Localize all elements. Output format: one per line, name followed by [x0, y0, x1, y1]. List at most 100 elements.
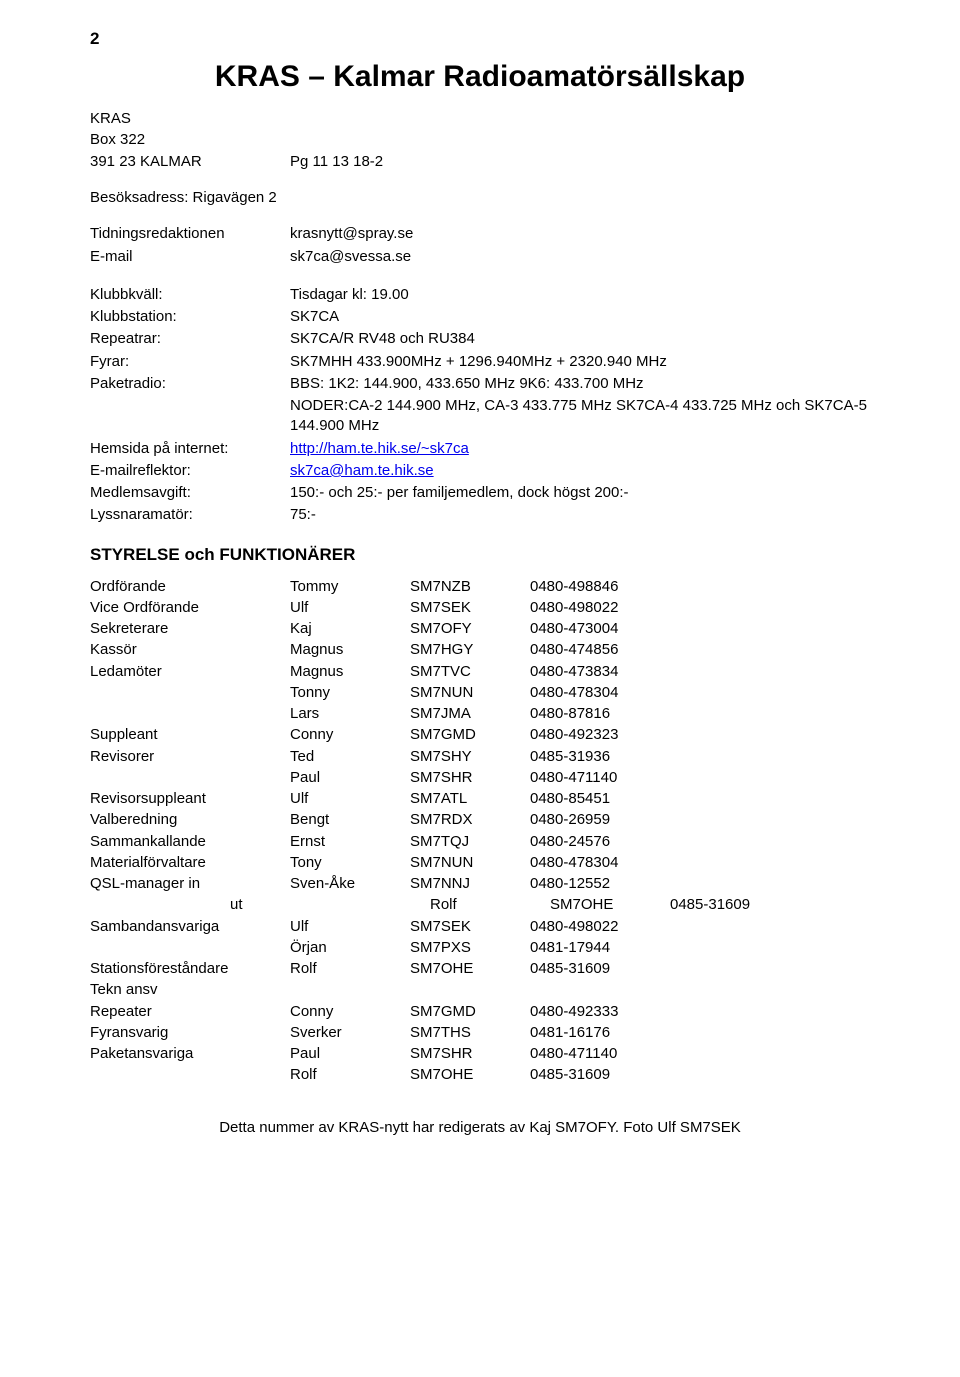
roster-phone: 0480-498846	[530, 577, 870, 597]
roster-name: Ted	[290, 747, 410, 767]
roster-name	[290, 980, 410, 1000]
roster-name: Sverker	[290, 1023, 410, 1043]
info-value: sk7ca@svessa.se	[290, 247, 870, 267]
info-value: SK7CA	[290, 307, 870, 327]
roster-call	[410, 980, 530, 1000]
roster-row: PaketansvarigaPaulSM7SHR0480-471140	[90, 1044, 870, 1064]
roster-call: SM7OFY	[410, 619, 530, 639]
hemsida-link[interactable]: http://ham.te.hik.se/~sk7ca	[290, 440, 469, 457]
roster-role: Revisorer	[90, 747, 290, 767]
roster-phone: 0480-471140	[530, 768, 870, 788]
roster-phone: 0480-474856	[530, 640, 870, 660]
roster-call: SM7OHE	[410, 1065, 530, 1085]
roster-call: SM7TVC	[410, 662, 530, 682]
roster-row: RolfSM7OHE0485-31609	[90, 1065, 870, 1085]
roster-row: QSL-manager inSven-ÅkeSM7NNJ0480-12552	[90, 874, 870, 894]
info-row: Fyrar:SK7MHH 433.900MHz + 1296.940MHz + …	[90, 352, 870, 372]
roster-name: Sven-Åke	[290, 874, 410, 894]
roster-role: Fyransvarig	[90, 1023, 290, 1043]
roster-row: FyransvarigSverkerSM7THS0481-16176	[90, 1023, 870, 1043]
roster-call: SM7ATL	[410, 789, 530, 809]
roster-call: SM7OHE	[410, 959, 530, 979]
roster-row: PaulSM7SHR0480-471140	[90, 768, 870, 788]
roster-call: SM7JMA	[410, 704, 530, 724]
roster-phone: 0485-31609	[530, 959, 870, 979]
contacts-block: Tidningsredaktionenkrasnytt@spray.se E-ma…	[90, 224, 870, 267]
info-label: Medlemsavgift:	[90, 483, 290, 503]
roster-name: Kaj	[290, 619, 410, 639]
info-value: SK7CA/R RV48 och RU384	[290, 329, 870, 349]
info-label: Tidningsredaktionen	[90, 224, 290, 244]
reflektor-label: E-mailreflektor:	[90, 461, 290, 481]
roster-phone: 0480-492323	[530, 725, 870, 745]
roster-name: Ulf	[290, 917, 410, 937]
roster-call: SM7GMD	[410, 725, 530, 745]
roster-row: SambandansvarigaUlfSM7SEK0480-498022	[90, 917, 870, 937]
roster-role: Revisorsuppleant	[90, 789, 290, 809]
document-page: 2 KRAS – Kalmar Radioamatörsällskap KRAS…	[0, 0, 960, 1377]
roster-name: Tony	[290, 853, 410, 873]
roster-row: SuppleantConnySM7GMD0480-492323	[90, 725, 870, 745]
roster-name: Ulf	[290, 598, 410, 618]
roster-name: Örjan	[290, 938, 410, 958]
roster-phone: 0480-26959	[530, 810, 870, 830]
roster-name: Rolf	[290, 1065, 410, 1085]
roster-call: SM7RDX	[410, 810, 530, 830]
info-row: Klubbstation:SK7CA	[90, 307, 870, 327]
roster-phone: 0480-85451	[530, 789, 870, 809]
roster-name: Ulf	[290, 789, 410, 809]
info-row: Klubbkväll:Tisdagar kl: 19.00	[90, 285, 870, 305]
roster-role: Sekreterare	[90, 619, 290, 639]
roster-row: StationsföreståndareRolfSM7OHE0485-31609	[90, 959, 870, 979]
roster-phone	[530, 980, 870, 1000]
info-row: Paketradio:BBS: 1K2: 144.900, 433.650 MH…	[90, 374, 870, 394]
visiting-address: Besöksadress: Rigavägen 2	[90, 188, 870, 208]
reflektor-link[interactable]: sk7ca@ham.te.hik.se	[290, 462, 434, 479]
info-value: 75:-	[290, 505, 870, 525]
info-row: E-mailsk7ca@svessa.se	[90, 247, 870, 267]
roster-call: SM7GMD	[410, 1002, 530, 1022]
roster-block-2: SambandansvarigaUlfSM7SEK0480-498022Örja…	[90, 917, 870, 1086]
roster-row: LedamöterMagnusSM7TVC0480-473834	[90, 662, 870, 682]
roster-call: SM7SHR	[410, 1044, 530, 1064]
info-label: Repeatrar:	[90, 329, 290, 349]
roster-call: SM7HGY	[410, 640, 530, 660]
roster-phone: 0485-31936	[530, 747, 870, 767]
roster-role: QSL-manager in	[90, 874, 290, 894]
roster-call: SM7NZB	[410, 577, 530, 597]
address-block: KRAS Box 322 391 23 KALMAR Pg 11 13 18-2	[90, 109, 870, 172]
info-label: Paketradio:	[90, 374, 290, 394]
roster-role: Sambandansvariga	[90, 917, 290, 937]
page-number: 2	[90, 28, 870, 51]
roster-phone: 0480-478304	[530, 853, 870, 873]
roster-phone: 0480-12552	[530, 874, 870, 894]
info-value: 150:- och 25:- per familjemedlem, dock h…	[290, 483, 870, 503]
roster-role: Vice Ordförande	[90, 598, 290, 618]
roster-name: Bengt	[290, 810, 410, 830]
footer-text: Detta nummer av KRAS-nytt har redigerats…	[90, 1118, 870, 1138]
addr-line: 391 23 KALMAR Pg 11 13 18-2	[90, 152, 870, 172]
roster-phone: 0481-16176	[530, 1023, 870, 1043]
hemsida-row: Hemsida på internet: http://ham.te.hik.s…	[90, 439, 870, 459]
roster-call: SM7NUN	[410, 853, 530, 873]
info-value: NODER:CA-2 144.900 MHz, CA-3 433.775 MHz…	[290, 396, 870, 437]
roster-phone: 0480-473834	[530, 662, 870, 682]
roster-phone: 0485-31609	[530, 1065, 870, 1085]
roster-role	[90, 768, 290, 788]
roster-call: SM7SEK	[410, 598, 530, 618]
addr-city: 391 23 KALMAR	[90, 152, 290, 172]
roster-role	[90, 938, 290, 958]
roster-role: Sammankallande	[90, 832, 290, 852]
roster-row: ÖrjanSM7PXS0481-17944	[90, 938, 870, 958]
roster-row: LarsSM7JMA0480-87816	[90, 704, 870, 724]
info-label	[90, 396, 290, 437]
roster-phone: 0480-471140	[530, 1044, 870, 1064]
info-value: SK7MHH 433.900MHz + 1296.940MHz + 2320.9…	[290, 352, 870, 372]
roster-row-ut: ut Rolf SM7OHE 0485-31609	[90, 895, 870, 915]
roster-call: SM7TQJ	[410, 832, 530, 852]
roster-name: Ernst	[290, 832, 410, 852]
roster-call: SM7SHY	[410, 747, 530, 767]
info-value: krasnytt@spray.se	[290, 224, 870, 244]
roster-call: SM7OHE	[550, 895, 670, 915]
roster-phone: 0480-87816	[530, 704, 870, 724]
